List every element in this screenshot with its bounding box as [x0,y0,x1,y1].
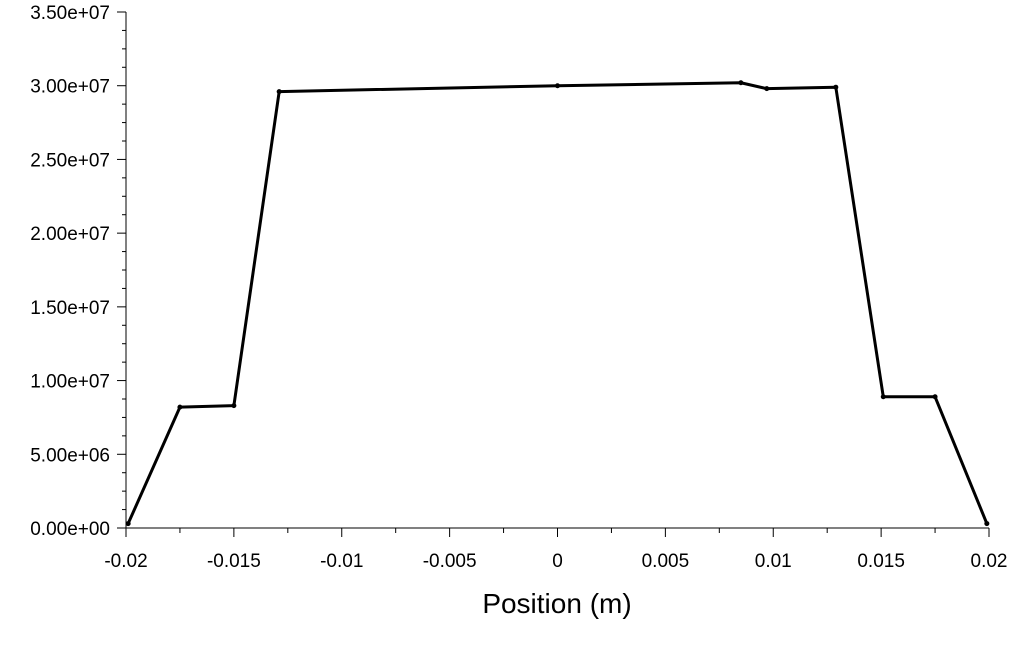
x-tick-label: -0.005 [423,551,477,572]
y-tick-label: 3.00e+07 [30,77,110,98]
y-tick-label: 1.00e+07 [30,372,110,393]
x-tick-label: -0.01 [320,551,363,572]
y-tick-label: 3.50e+07 [30,3,110,24]
x-tick-label: 0.02 [971,551,1008,572]
y-tick-label: 0.00e+00 [30,519,110,540]
data-point [880,394,886,400]
x-tick-label: 0.01 [755,551,792,572]
x-tick-label: 0.005 [642,551,690,572]
data-point [276,89,282,95]
y-tick-label: 1.50e+07 [30,298,110,319]
data-point [833,84,839,90]
y-ticks: 0.00e+00 5.00e+06 1.00e+07 1.50e+07 2.00e+07… [30,3,126,540]
y-tick-label: 2.50e+07 [30,150,110,171]
series-layer [125,80,990,527]
x-tick-label: -0.02 [104,551,147,572]
data-point [177,404,183,410]
y-tick-label: 5.00e+06 [30,445,110,466]
data-point [231,403,237,409]
y-tick-label: 2.00e+07 [30,224,110,245]
data-point [125,521,131,527]
data-point [738,80,744,86]
data-point [764,86,770,92]
data-point [932,394,938,400]
x-tick-label: 0 [552,551,563,572]
x-axis-title: Position (m) [482,588,631,619]
data-point [984,521,990,527]
data-point [555,83,560,89]
series-line [126,81,989,525]
x-ticks: -0.02 -0.015 -0.01 -0.005 0 0.005 0.01 0.015 0.0… [104,528,1007,572]
x-tick-label: 0.015 [857,551,905,572]
x-tick-label: -0.015 [207,551,261,572]
